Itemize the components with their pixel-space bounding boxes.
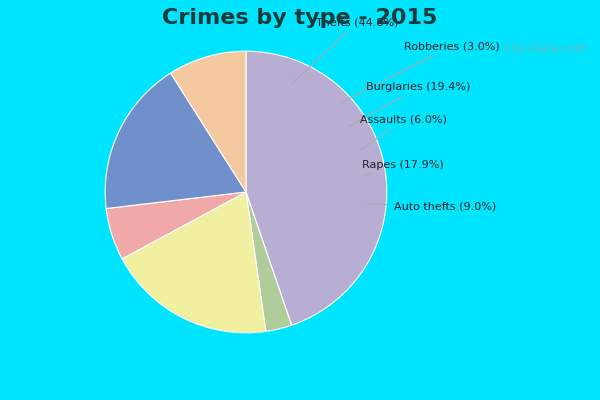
Text: Assaults (6.0%): Assaults (6.0%) <box>361 114 448 150</box>
Text: Robberies (3.0%): Robberies (3.0%) <box>340 41 500 103</box>
Wedge shape <box>246 192 292 331</box>
Wedge shape <box>105 73 246 208</box>
Wedge shape <box>122 192 266 333</box>
Text: Burglaries (19.4%): Burglaries (19.4%) <box>349 82 470 126</box>
Text: Auto thefts (9.0%): Auto thefts (9.0%) <box>368 202 496 212</box>
Wedge shape <box>246 51 387 325</box>
Text: Thefts (44.8%): Thefts (44.8%) <box>292 18 398 83</box>
Text: Rapes (17.9%): Rapes (17.9%) <box>362 160 444 176</box>
Text: City-Data.com: City-Data.com <box>504 42 588 55</box>
Wedge shape <box>106 192 246 259</box>
Text: Crimes by type - 2015: Crimes by type - 2015 <box>163 8 437 28</box>
Wedge shape <box>170 51 246 192</box>
